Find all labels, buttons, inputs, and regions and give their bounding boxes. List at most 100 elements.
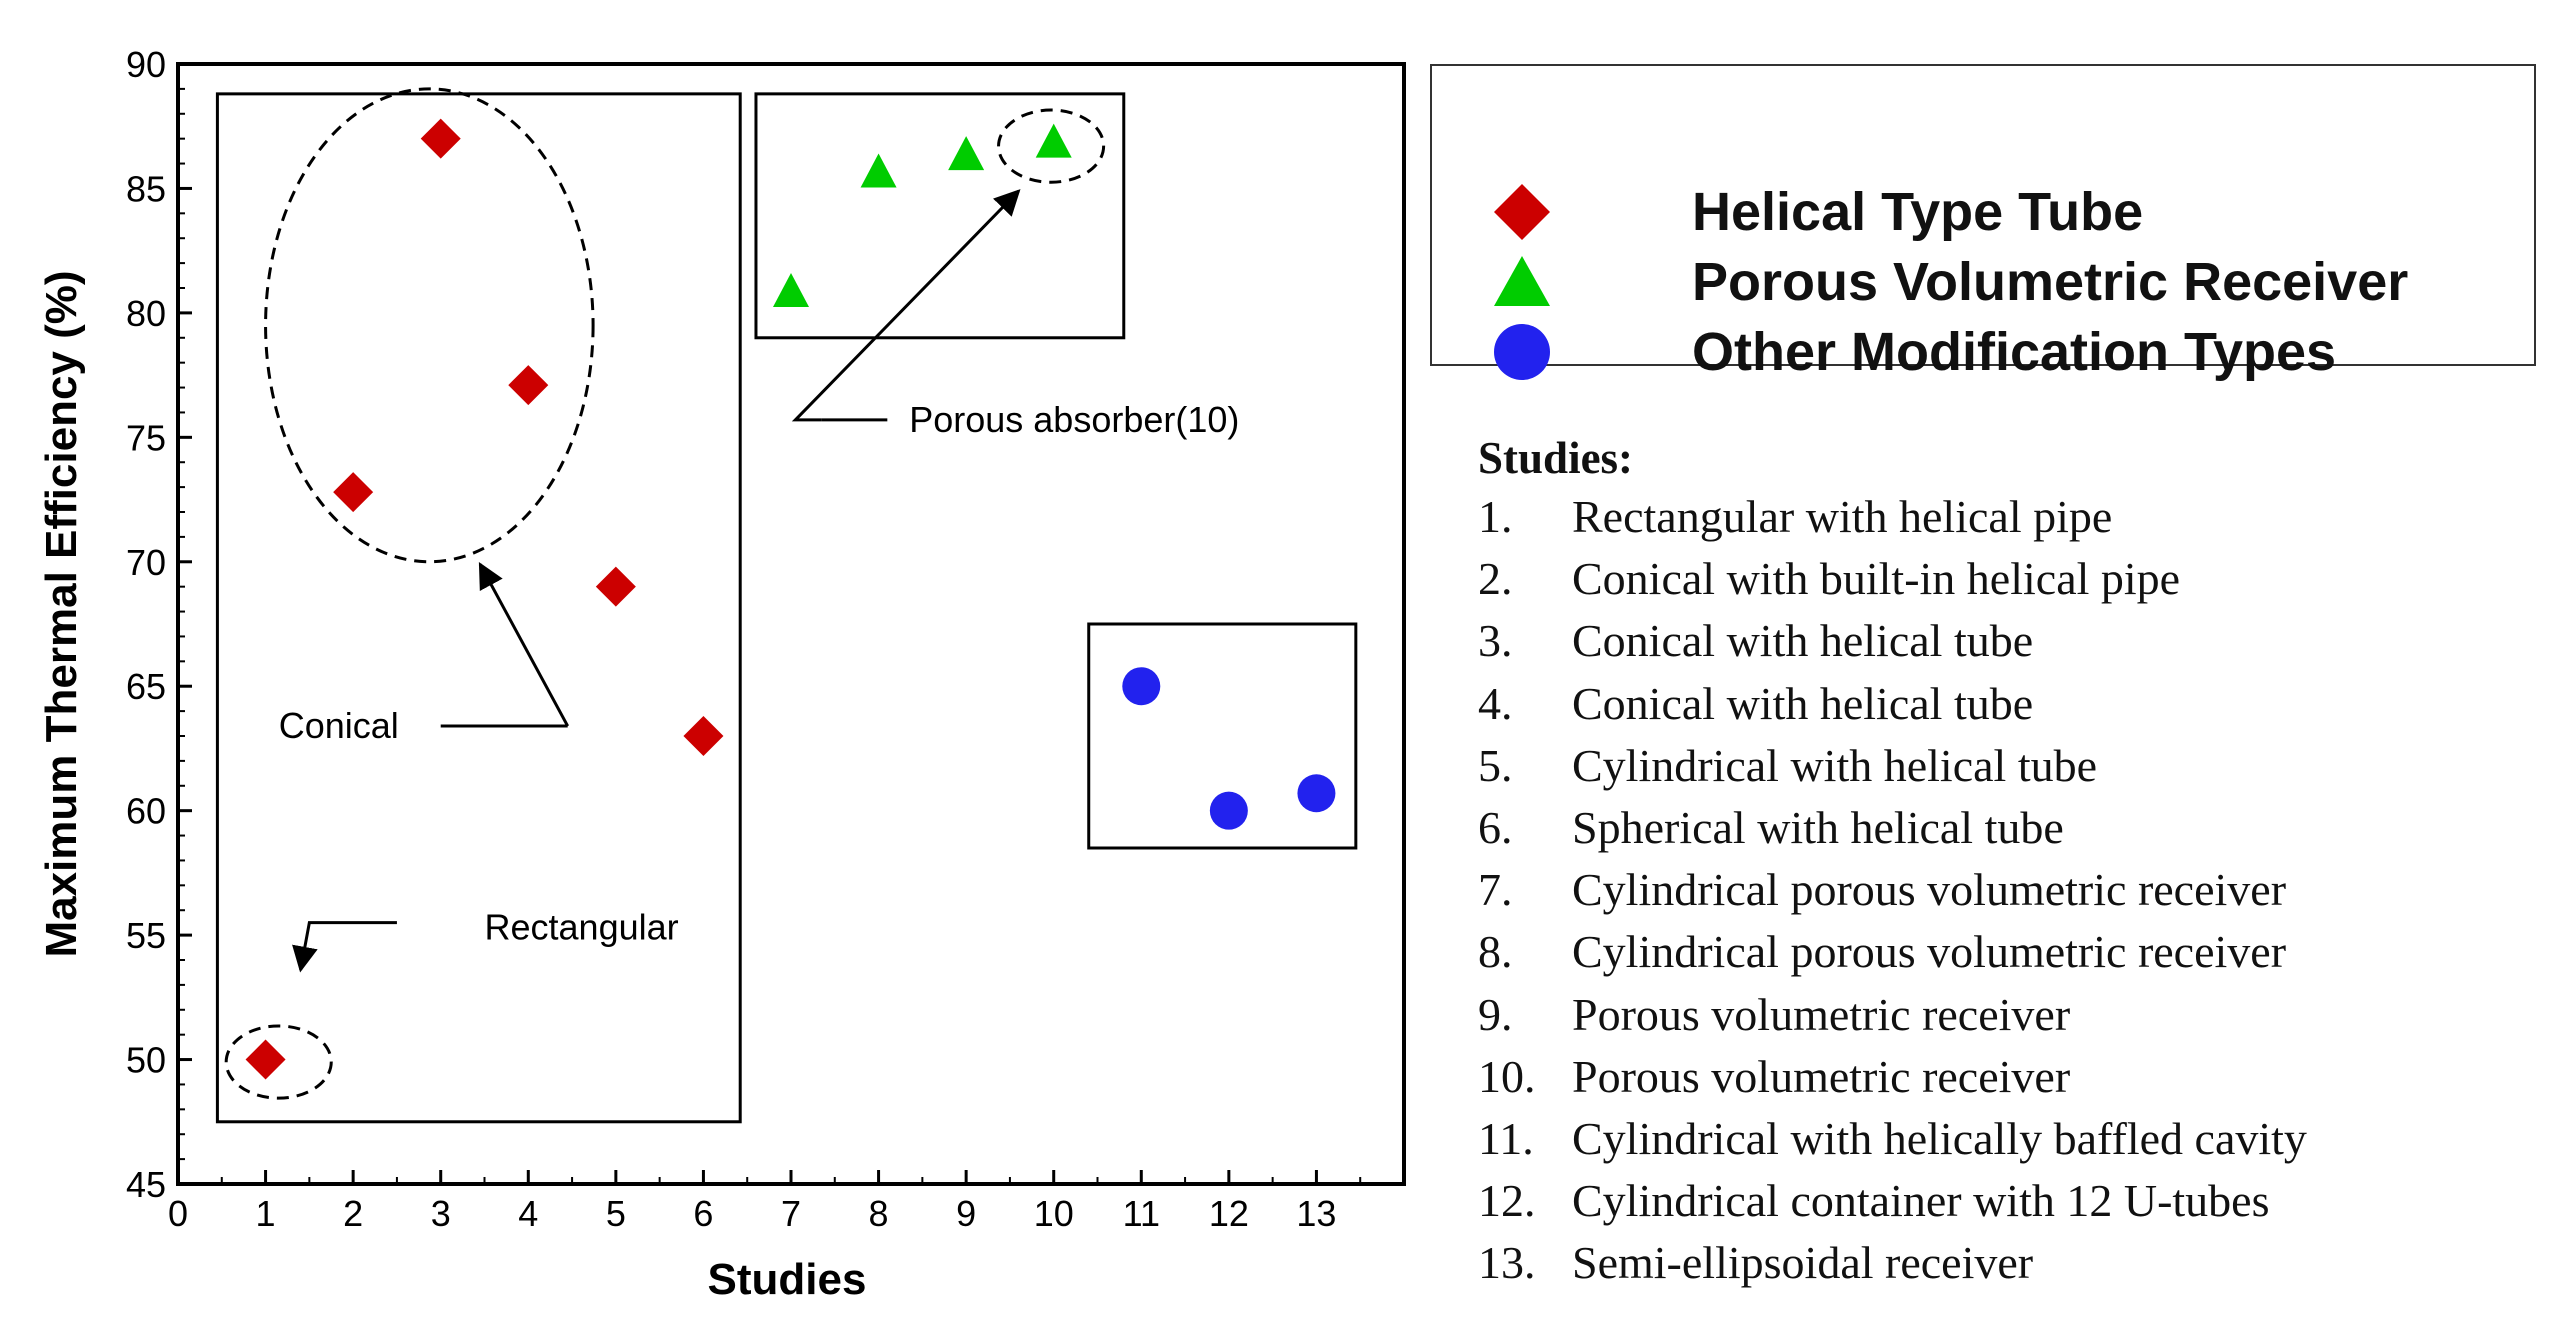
study-item: 11. Cylindrical with helically baffled ca…	[1478, 1108, 2538, 1170]
study-number: 1.	[1478, 491, 1513, 542]
legend-item-porous: Porous Volumetric Receiver	[1432, 252, 2534, 312]
scatter-chart: 0 1 2 3 4 5 6 7 8 9 10 11 12 1345505560657075808590St…	[37, 44, 1406, 1304]
x-tick-label: 3	[431, 1193, 451, 1234]
studies-title: Studies:	[1478, 433, 1634, 483]
study-item: 12. Cylindrical container with 12 U-tubes	[1478, 1170, 2538, 1232]
point-helical	[420, 118, 461, 159]
helical-group-box	[215, 92, 742, 1124]
triangle-icon	[1494, 256, 1550, 306]
diamond-icon	[1494, 184, 1550, 240]
x-tick-label: 6	[693, 1193, 713, 1234]
y-tick-label: 70	[126, 542, 166, 583]
x-tick-label: 0	[168, 1193, 188, 1234]
study-item: 8. Cylindrical porous volumetric receiver	[1478, 921, 2538, 983]
x-tick-label: 4	[518, 1193, 538, 1234]
y-axis-label: Maximum Thermal Efficiency (%)	[37, 270, 86, 957]
y-tick-label: 60	[126, 791, 166, 832]
x-tick-label: 2	[343, 1193, 363, 1234]
study-description: Conical with helical tube	[1572, 677, 2034, 729]
x-tick-label: 11	[1123, 1193, 1160, 1234]
study-item: 13. Semi-ellipsoidal receiver	[1478, 1232, 2538, 1294]
legend-item-other: Other Modification Types	[1432, 322, 2534, 382]
rectangular-arrow	[292, 921, 397, 973]
annotation-rectangular: Rectangular	[485, 907, 679, 948]
annotation-porous: Porous absorber(10)	[909, 399, 1239, 440]
point-other	[1209, 791, 1248, 830]
y-tick-label: 80	[126, 293, 166, 334]
y-tick-label: 55	[126, 915, 166, 956]
x-tick-label: 7	[781, 1193, 801, 1234]
study-description: Porous volumetric receiver	[1572, 1050, 2071, 1102]
study-description: Cylindrical with helical tube	[1572, 739, 2098, 791]
study-number: 5.	[1478, 739, 1513, 791]
study-number: 9.	[1478, 988, 1513, 1040]
x-tick-label: 9	[956, 1193, 976, 1234]
study-number: 3.	[1478, 615, 1513, 667]
y-tick-label: 85	[126, 168, 166, 209]
study-item: 4. Conical with helical tube	[1478, 673, 2538, 735]
point-porous	[773, 272, 809, 307]
study-description: Conical with built-in helical pipe	[1572, 553, 2181, 605]
porous-ellipse	[997, 108, 1106, 184]
study-description: Rectangular with helical pipe	[1572, 491, 2113, 542]
point-helical	[508, 365, 549, 406]
study-number: 10.	[1478, 1050, 1536, 1102]
legend-label-other: Other Modification Types	[1692, 322, 2337, 382]
study-item: 2. Conical with built-in helical pipe	[1478, 548, 2538, 610]
point-helical	[245, 1039, 286, 1080]
study-description: Spherical with helical tube	[1572, 801, 2064, 853]
y-tick-label: 75	[126, 417, 166, 458]
point-helical	[683, 716, 724, 756]
study-description: Semi-ellipsoidal receiver	[1572, 1237, 2034, 1289]
study-item: 5. Cylindrical with helical tube	[1478, 735, 2538, 797]
point-helical	[595, 566, 636, 607]
study-item: 1. Rectangular with helical pipe	[1478, 486, 2538, 548]
x-tick-label: 13	[1296, 1193, 1336, 1234]
legend-label-porous: Porous Volumetric Receiver	[1692, 252, 2409, 312]
study-item: 9. Porous volumetric receiver	[1478, 984, 2538, 1046]
study-description: Porous volumetric receiver	[1572, 988, 2071, 1040]
study-item: 3. Conical with helical tube	[1478, 610, 2538, 672]
study-description: Cylindrical porous volumetric receiver	[1572, 926, 2287, 978]
porous-arrow	[791, 189, 1021, 422]
chart-legend: Helical Type Tube Porous Volumetric Rece…	[1430, 64, 2536, 382]
study-item: 7. Cylindrical porous volumetric receiver	[1478, 859, 2538, 921]
study-description: Cylindrical porous volumetric receiver	[1572, 864, 2287, 916]
study-number: 13.	[1478, 1237, 1536, 1289]
x-tick-label: 8	[869, 1193, 889, 1234]
study-description: Cylindrical container with 12 U-tubes	[1572, 1175, 2270, 1227]
point-helical	[333, 472, 374, 513]
circle-icon	[1494, 324, 1550, 380]
study-number: 12.	[1478, 1175, 1536, 1227]
study-number: 7.	[1478, 864, 1513, 916]
study-number: 2.	[1478, 553, 1513, 605]
other-group-box	[1087, 622, 1358, 850]
conical-arrow	[478, 561, 570, 727]
x-tick-label: 12	[1209, 1193, 1249, 1234]
point-porous	[1035, 123, 1072, 158]
y-tick-label: 90	[126, 44, 166, 85]
study-item: 6. Spherical with helical tube	[1478, 797, 2538, 859]
study-number: 11.	[1478, 1112, 1534, 1164]
study-description: Cylindrical with helically baffled cavit…	[1572, 1112, 2307, 1164]
x-tick-label: 1	[256, 1193, 276, 1234]
y-tick-label: 65	[126, 666, 166, 707]
studies-list: Studies: 1. Rectangular with helical pipe…	[1478, 430, 2538, 1294]
point-other	[1297, 774, 1336, 813]
point-porous	[860, 153, 897, 188]
porous-group-box	[754, 92, 1126, 340]
study-item: 10. Porous volumetric receiver	[1478, 1046, 2538, 1108]
point-porous	[948, 136, 985, 171]
conical-ellipse	[264, 87, 595, 564]
x-axis-label: Studies	[708, 1255, 867, 1304]
study-number: 8.	[1478, 926, 1513, 978]
point-other	[1122, 667, 1161, 706]
x-tick-label: 10	[1034, 1193, 1074, 1234]
study-number: 6.	[1478, 801, 1513, 853]
annotation-conical: Conical	[279, 705, 399, 746]
x-tick-label: 5	[606, 1193, 626, 1234]
y-tick-label: 50	[126, 1040, 166, 1081]
study-description: Conical with helical tube	[1572, 615, 2034, 667]
legend-label-helical: Helical Type Tube	[1692, 182, 2144, 242]
y-tick-label: 45	[126, 1164, 166, 1205]
